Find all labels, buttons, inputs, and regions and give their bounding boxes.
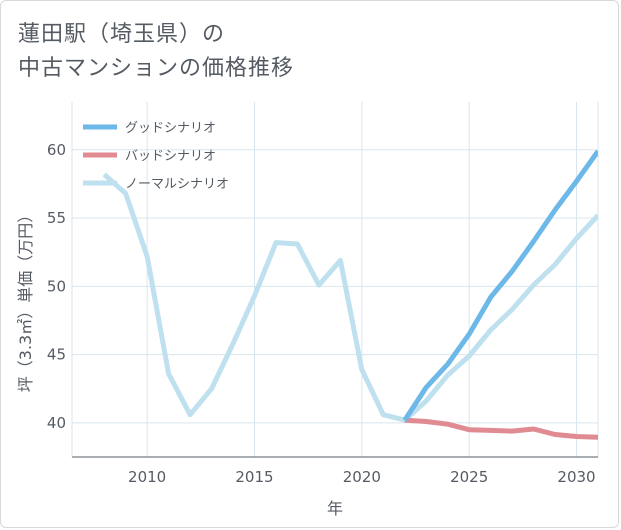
x-tick-label-2030: 2030 (557, 468, 595, 486)
x-tick-label-2025: 2025 (450, 468, 488, 486)
x-axis-ticks: 2010 2015 2020 2025 2030 (128, 468, 596, 486)
x-tick-label-2015: 2015 (235, 468, 273, 486)
series-line-good (402, 149, 598, 422)
legend-item-bad[interactable]: バッドシナリオ (83, 149, 216, 164)
x-tick-label-2020: 2020 (343, 468, 381, 486)
legend-label-good: グッドシナリオ (125, 121, 216, 136)
series-line-normal (102, 172, 598, 423)
chart-title: 蓮田駅（埼玉県）の 中古マンションの価格推移 (18, 18, 418, 86)
y-tick-label-45: 45 (47, 346, 66, 364)
y-tick-label-55: 55 (47, 209, 66, 227)
grid-lines (71, 102, 599, 457)
series-line-bad (404, 417, 598, 440)
chart-title-line2: 中古マンションの価格推移 (18, 56, 295, 81)
y-tick-label-50: 50 (47, 277, 66, 295)
y-axis-ticks: 40 45 50 55 60 (47, 141, 66, 432)
y-tick-label-60: 60 (47, 141, 66, 159)
legend-item-good[interactable]: グッドシナリオ (83, 121, 216, 136)
x-tick-label-2010: 2010 (128, 468, 166, 486)
y-axis-title: 坪（3.3㎡）単価（万円） (16, 207, 35, 392)
legend-label-normal: ノーマルシナリオ (125, 177, 229, 192)
chart-title-line1: 蓮田駅（埼玉県）の (18, 22, 226, 47)
y-tick-label-40: 40 (47, 414, 66, 432)
x-axis-title: 年 (327, 499, 343, 518)
legend-item-normal[interactable]: ノーマルシナリオ (83, 177, 229, 192)
legend-label-bad: バッドシナリオ (125, 149, 216, 164)
series-layer (102, 149, 598, 440)
